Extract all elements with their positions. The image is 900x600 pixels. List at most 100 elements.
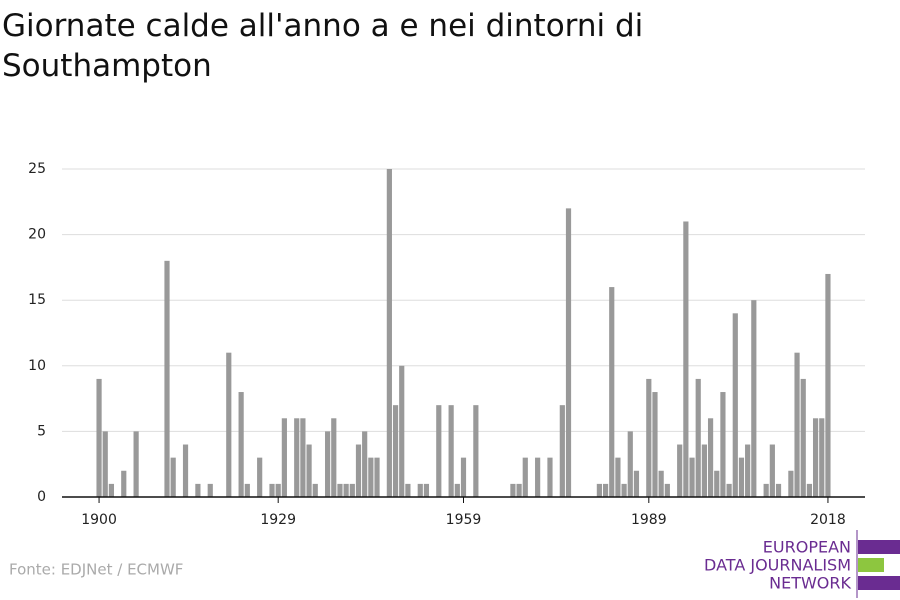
bar: [182, 444, 189, 497]
bar: [683, 221, 689, 498]
bar: [732, 313, 738, 497]
bar: [751, 300, 757, 497]
bar: [343, 483, 349, 497]
bar: [102, 431, 108, 497]
y-tick-label: 10: [28, 358, 46, 374]
y-tick-label: 25: [28, 161, 46, 177]
bar: [269, 483, 275, 497]
bar: [775, 483, 782, 497]
bar: [436, 405, 442, 497]
bar: [257, 457, 263, 497]
bar: [325, 431, 331, 497]
bar: [355, 444, 362, 497]
bar: [133, 431, 139, 497]
bar: [226, 352, 232, 497]
logo-bar: [858, 558, 884, 572]
bar: [399, 365, 405, 497]
logo-text: NETWORK: [769, 574, 851, 593]
bar: [615, 457, 621, 497]
bar: [763, 483, 769, 497]
bar: [646, 378, 652, 497]
bar: [164, 260, 170, 497]
bar: [825, 273, 831, 497]
bar: [658, 470, 664, 497]
bar: [473, 405, 479, 497]
bar: [559, 405, 565, 497]
bar: [738, 457, 745, 497]
bar: [454, 483, 460, 497]
bar: [460, 457, 467, 497]
bar: [609, 287, 615, 497]
bar: [806, 483, 813, 497]
bar: [207, 483, 213, 497]
bar: [195, 483, 201, 497]
bar: [769, 444, 775, 497]
bar: [423, 483, 430, 497]
chart-title: Giornate calde all'anno a e nei dintorni…: [2, 8, 644, 84]
bar: [689, 457, 695, 497]
bar: [108, 483, 115, 497]
bar: [331, 418, 337, 497]
logo-bar: [858, 540, 900, 554]
bar: [386, 169, 392, 497]
bar: [516, 483, 522, 497]
bar: [707, 418, 714, 497]
bar: [726, 483, 732, 497]
bar: [565, 208, 572, 498]
bar: [720, 392, 726, 497]
x-tick-label: 1989: [631, 512, 667, 528]
bar: [819, 418, 825, 497]
bar: [788, 470, 794, 497]
bar: [362, 431, 368, 497]
bar: [300, 418, 306, 497]
bar: [677, 444, 683, 497]
bar: [596, 483, 602, 497]
bar: [621, 483, 627, 497]
bar: [448, 405, 454, 497]
bar: [121, 470, 127, 497]
logo-text: EUROPEAN: [763, 538, 851, 557]
y-tick-label: 15: [28, 292, 46, 308]
bar: [510, 483, 516, 497]
y-tick-label: 5: [37, 423, 46, 439]
bar: [405, 483, 411, 497]
bar: [281, 418, 287, 497]
x-tick-label: 1929: [260, 512, 296, 528]
bar: [312, 483, 318, 497]
bar: [337, 483, 343, 497]
bar: [695, 378, 701, 497]
bar: [652, 392, 658, 497]
bar: [294, 418, 300, 497]
bar: [602, 483, 609, 497]
bar: [96, 378, 102, 497]
logo-bar: [858, 576, 900, 590]
bar: [392, 405, 399, 497]
bar: [535, 457, 541, 497]
source: Fonte: EDJNet / ECMWF: [9, 561, 183, 579]
logo-text: DATA JOURNALISM: [704, 556, 851, 575]
y-tick-label: 20: [28, 227, 46, 243]
x-tick-label: 1959: [446, 512, 482, 528]
bar: [170, 457, 176, 497]
bar: [368, 457, 374, 497]
bar: [275, 483, 281, 497]
bar: [794, 352, 800, 497]
x-tick-label: 2018: [810, 512, 846, 528]
bar: [238, 392, 244, 497]
x-tick-label: 1900: [81, 512, 117, 528]
bar: [701, 444, 707, 497]
bar: [714, 470, 720, 497]
bar: [812, 418, 819, 497]
bar: [633, 470, 640, 497]
bar: [627, 431, 633, 497]
bar: [522, 457, 528, 497]
bar: [349, 483, 355, 497]
bar: [374, 457, 380, 497]
bar: [745, 444, 751, 497]
bar: [244, 483, 250, 497]
bar: [664, 483, 670, 497]
bar: [417, 483, 423, 497]
bar: [547, 457, 553, 497]
